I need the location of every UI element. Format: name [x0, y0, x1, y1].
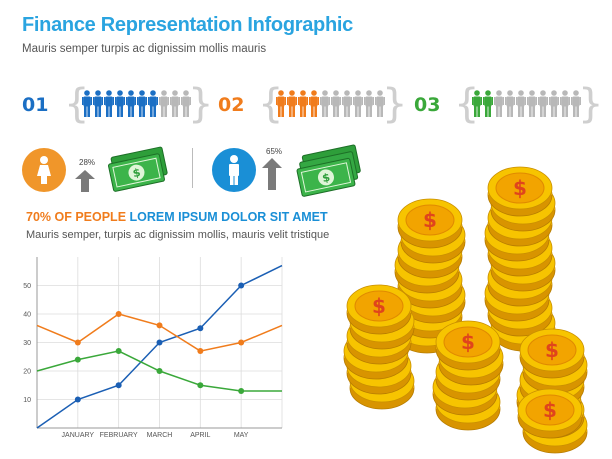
- person-icon: [309, 90, 319, 117]
- person-icon: [331, 90, 341, 117]
- people-icons: [276, 90, 385, 118]
- person-icon: [538, 90, 548, 117]
- person-icon: [527, 90, 537, 117]
- x-tick-label: MAY: [234, 432, 249, 439]
- svg-text:$: $: [461, 330, 475, 354]
- person-icon: [516, 90, 526, 117]
- x-tick-label: FEBRUARY: [100, 432, 138, 439]
- right-brace: }: [188, 81, 214, 127]
- data-point: [115, 311, 122, 317]
- coin-icon: $: [435, 320, 501, 371]
- row-number: 03: [414, 94, 441, 116]
- cash-stack-icon: $: [108, 146, 168, 192]
- data-point: [74, 356, 81, 363]
- coin-icon: $: [397, 198, 463, 249]
- male-stat-circle: [212, 148, 256, 192]
- divider: [192, 148, 193, 188]
- female-percent: 28%: [79, 158, 96, 167]
- person-icon: [181, 90, 191, 117]
- data-point: [238, 387, 245, 394]
- data-point: [197, 382, 204, 389]
- person-icon: [472, 90, 482, 117]
- person-icon: [137, 90, 147, 117]
- data-point: [238, 282, 245, 289]
- person-icon: [159, 90, 169, 117]
- x-tick-label: JANUARY: [62, 432, 95, 439]
- male-icon: [212, 148, 256, 192]
- svg-text:$: $: [321, 171, 331, 185]
- person-icon: [93, 90, 103, 117]
- person-icon: [494, 90, 504, 117]
- data-point: [115, 382, 122, 389]
- person-icon: [148, 90, 158, 117]
- svg-text:$: $: [423, 208, 437, 232]
- headline: 70% OF PEOPLE LOREM IPSUM DOLOR SIT AMET: [26, 210, 328, 224]
- data-point: [74, 339, 81, 346]
- person-icon: [170, 90, 180, 117]
- right-brace: }: [382, 81, 408, 127]
- svg-text:$: $: [131, 166, 141, 180]
- row-number: 02: [218, 94, 245, 116]
- x-tick-label: MARCH: [147, 432, 173, 439]
- coin-icon: $: [517, 388, 583, 439]
- person-icon: [287, 90, 297, 117]
- person-icon: [375, 90, 385, 117]
- person-icon: [298, 90, 308, 117]
- y-tick-label: 50: [23, 283, 31, 290]
- up-arrow-icon: [262, 158, 282, 190]
- coin-icon: $: [487, 166, 553, 217]
- svg-text:$: $: [545, 338, 559, 362]
- person-icon: [483, 90, 493, 117]
- male-percent: 65%: [266, 147, 283, 156]
- data-point: [115, 348, 122, 355]
- y-tick-label: 40: [23, 312, 31, 319]
- person-icon: [126, 90, 136, 117]
- data-point: [156, 339, 163, 346]
- data-point: [238, 339, 245, 346]
- person-icon: [82, 90, 92, 117]
- headline-text: LOREM IPSUM DOLOR SIT AMET: [129, 210, 328, 224]
- coin-stacks-illustration: $ $ $ $ $ $: [343, 166, 588, 454]
- page-subtitle: Mauris semper turpis ac dignissim mollis…: [22, 43, 267, 55]
- person-icon: [115, 90, 125, 117]
- person-icon: [276, 90, 286, 117]
- headline-highlight: 70% OF PEOPLE: [26, 210, 130, 224]
- headline-subtext: Mauris semper, turpis ac dignissim molli…: [26, 229, 330, 241]
- data-point: [156, 368, 163, 374]
- y-tick-label: 20: [23, 369, 31, 376]
- data-point: [156, 322, 163, 329]
- svg-text:$: $: [543, 398, 557, 422]
- row-number: 01: [22, 94, 49, 116]
- up-arrow-icon: [75, 170, 95, 192]
- person-icon: [571, 90, 581, 117]
- person-icon: [104, 90, 114, 117]
- person-icon: [560, 90, 570, 117]
- data-point: [197, 348, 204, 355]
- person-icon: [364, 90, 374, 117]
- coin-icon: $: [346, 284, 412, 335]
- svg-text:$: $: [372, 294, 386, 318]
- y-tick-label: 30: [23, 340, 31, 347]
- page-title: Finance Representation Infographic: [22, 14, 353, 36]
- person-icon: [342, 90, 352, 117]
- line-chart: 10 20 30 40 50 JANUARY FEBRUARY MARCH APRIL MAY: [23, 257, 283, 439]
- svg-text:$: $: [513, 176, 527, 200]
- cash-stack-icon: $: [296, 144, 361, 197]
- data-point: [74, 396, 81, 403]
- person-icon: [320, 90, 330, 117]
- person-icon: [505, 90, 515, 117]
- right-brace: }: [578, 81, 604, 127]
- people-icons: [82, 90, 191, 118]
- y-tick-label: 10: [23, 397, 31, 404]
- data-point: [197, 325, 204, 332]
- people-icons: [472, 90, 581, 118]
- female-stat-circle: [22, 148, 66, 192]
- female-icon: [22, 148, 66, 192]
- coin-icon: $: [519, 328, 585, 379]
- x-tick-label: APRIL: [190, 432, 210, 439]
- person-icon: [549, 90, 559, 117]
- person-icon: [353, 90, 363, 117]
